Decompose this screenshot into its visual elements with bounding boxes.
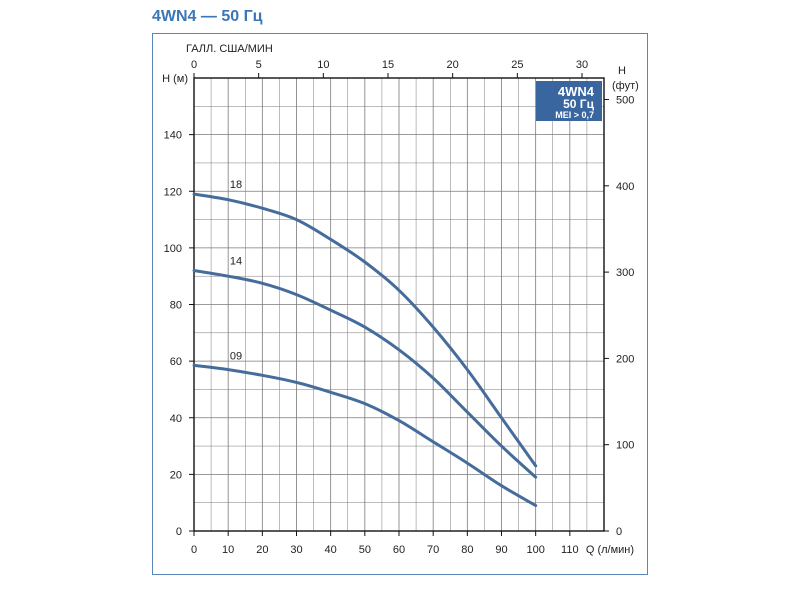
x-tick-label: 10 [222, 544, 234, 556]
curve-14 [192, 269, 538, 479]
x2-tick-label: 10 [317, 59, 329, 71]
x2-tick-label: 15 [382, 59, 394, 71]
x-tick-label: 0 [191, 544, 197, 556]
y-tick-label: 100 [164, 243, 182, 255]
curve-18 [192, 192, 538, 468]
y-tick-label: 40 [170, 413, 182, 425]
badge-frequency: 50 Гц [563, 97, 594, 111]
y-tick-label: 20 [170, 469, 182, 481]
x2-axis-label: ГАЛЛ. США/МИН [186, 43, 273, 55]
x2-tick-label: 30 [576, 59, 588, 71]
x-tick-label: 110 [561, 544, 579, 556]
badge-mei: MEI > 0,7 [555, 110, 594, 120]
y-tick-label: 0 [176, 526, 182, 538]
y-tick-label: 140 [164, 130, 182, 142]
x-tick-label: 70 [427, 544, 439, 556]
y2-axis-label: H [618, 65, 626, 77]
page-title: 4WN4 — 50 Гц [152, 8, 263, 25]
x-tick-label: 100 [526, 544, 544, 556]
y2-tick-label: 200 [616, 353, 634, 365]
x-tick-label: 40 [325, 544, 337, 556]
y2-tick-label: 300 [616, 267, 634, 279]
y2-tick-label: 100 [616, 440, 634, 452]
x2-tick-label: 0 [191, 59, 197, 71]
y2-axis-unit: (фут) [612, 80, 639, 92]
x2-tick-label: 25 [511, 59, 523, 71]
model-badge [536, 81, 602, 121]
chart-frame [152, 33, 648, 575]
x-tick-label: 60 [393, 544, 405, 556]
y-tick-label: 80 [170, 300, 182, 312]
x-tick-label: 90 [495, 544, 507, 556]
x-tick-label: 80 [461, 544, 473, 556]
curve-09 [192, 363, 538, 507]
x2-tick-label: 20 [447, 59, 459, 71]
y-axis-label: H (м) [162, 73, 188, 85]
x2-tick-label: 5 [256, 59, 262, 71]
x-tick-label: 20 [256, 544, 268, 556]
y2-tick-label: 400 [616, 181, 634, 193]
y2-tick-label: 500 [616, 95, 634, 107]
x-tick-label: 30 [290, 544, 302, 556]
curve-label-09: 09 [230, 350, 242, 362]
curve-label-14: 14 [230, 256, 242, 268]
x-tick-label: 50 [359, 544, 371, 556]
curve-label-18: 18 [230, 179, 242, 191]
y-tick-label: 120 [164, 186, 182, 198]
badge-model: 4WN4 [558, 84, 595, 99]
y-tick-label: 60 [170, 356, 182, 368]
y2-tick-label: 0 [616, 526, 622, 538]
x-axis-label: Q (л/мин) [586, 544, 634, 556]
